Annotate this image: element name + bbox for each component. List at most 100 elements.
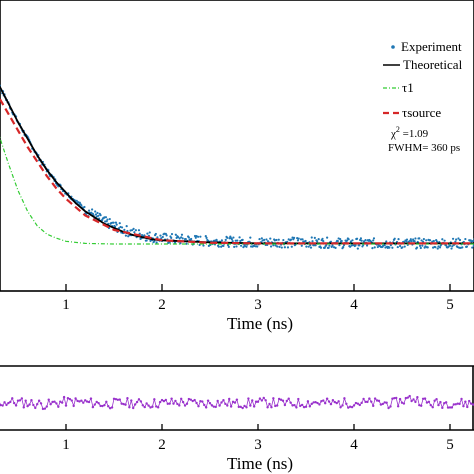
- residual-point: [203, 403, 206, 407]
- residual-point: [137, 398, 141, 401]
- experiment-point: [125, 225, 128, 228]
- experiment-point: [220, 239, 224, 242]
- residual-point: [76, 399, 79, 403]
- residual-point: [360, 401, 363, 405]
- residual-point: [93, 403, 97, 406]
- residual-point: [170, 397, 173, 400]
- residual-point: [43, 407, 47, 410]
- experiment-point: [170, 232, 174, 236]
- experiment-point: [114, 221, 118, 224]
- residual-point: [72, 404, 75, 408]
- residual-point: [420, 404, 423, 407]
- residual-point: [130, 399, 133, 402]
- residual-point: [229, 405, 233, 408]
- experiment-point: [277, 238, 280, 241]
- experiment-point: [354, 244, 357, 247]
- experiment-point: [471, 239, 474, 243]
- residual-point: [47, 398, 50, 401]
- residual-point: [281, 399, 285, 402]
- residual-point: [364, 400, 367, 404]
- residual-point: [331, 398, 335, 402]
- residual-point: [381, 402, 384, 406]
- residual-point: [443, 402, 446, 405]
- experiment-point: [127, 235, 130, 238]
- experiment-point: [83, 205, 86, 209]
- decay-plot-frame: [0, 0, 474, 292]
- experiment-point: [160, 237, 163, 240]
- residual-point: [16, 399, 20, 402]
- experiment-point: [87, 209, 91, 212]
- residual-point: [178, 404, 181, 407]
- residual-point: [437, 403, 440, 407]
- experiment-point: [435, 240, 439, 243]
- residual-point: [468, 399, 471, 403]
- residual-point: [84, 399, 87, 402]
- experiment-point: [334, 246, 337, 249]
- residual-point: [32, 403, 35, 407]
- residual-plot-x-tick-label: 3: [254, 437, 262, 453]
- residual-point: [214, 405, 217, 409]
- residual-point: [206, 399, 210, 402]
- residual-point: [187, 397, 191, 401]
- experiment-point: [372, 237, 376, 240]
- experiment-point: [438, 246, 442, 249]
- residual-point: [24, 399, 27, 402]
- experiment-point: [359, 237, 363, 240]
- experiment-point: [372, 239, 375, 242]
- chi-squared-annotation: χ2 =1.09: [390, 125, 429, 140]
- residual-point: [406, 396, 409, 399]
- experiment-point: [133, 231, 136, 234]
- experiment-point: [443, 239, 446, 242]
- experiment-point: [420, 239, 423, 242]
- residual-point: [103, 403, 106, 407]
- experiment-point: [310, 236, 313, 239]
- experiment-point: [263, 238, 266, 241]
- experiment-point: [422, 237, 425, 241]
- residual-point: [448, 406, 452, 409]
- experiment-point: [389, 244, 392, 247]
- residual-point: [226, 404, 229, 407]
- residual-point: [385, 401, 388, 404]
- residual-point: [158, 400, 162, 404]
- residual-point: [235, 398, 239, 401]
- experiment-point: [441, 238, 444, 241]
- experiment-point: [290, 245, 293, 248]
- residual-point: [224, 402, 227, 406]
- residual-point: [252, 405, 256, 408]
- experiment-point: [227, 245, 230, 248]
- experiment-point: [194, 236, 197, 239]
- experiment-point: [299, 238, 303, 241]
- residual-point: [372, 404, 375, 408]
- residual-point: [466, 405, 469, 409]
- residual-point: [418, 403, 421, 407]
- residual-point: [320, 400, 323, 403]
- experiment-point: [222, 244, 225, 247]
- experiment-point: [245, 245, 248, 248]
- experiment-point: [426, 246, 429, 249]
- residual-point: [274, 404, 277, 408]
- residual-point: [341, 404, 344, 407]
- residual-point: [210, 404, 214, 407]
- residual-point: [454, 403, 457, 406]
- experiment-point: [339, 238, 342, 241]
- experiment-point: [349, 240, 353, 243]
- experiment-point: [145, 239, 148, 242]
- experiment-point: [458, 238, 462, 242]
- decay-plot-x-ticks: 1 2 3 4 5: [62, 284, 454, 313]
- experiment-point: [345, 239, 349, 242]
- experiment-point: [161, 235, 164, 239]
- residual-point: [191, 399, 194, 403]
- experiment-point: [349, 245, 352, 248]
- residual-point: [68, 397, 72, 401]
- residual-point: [404, 396, 408, 400]
- residual-point: [108, 406, 112, 410]
- experiment-point: [178, 237, 181, 240]
- experiment-point: [385, 240, 388, 243]
- experiment-point: [137, 229, 141, 232]
- residual-point: [260, 399, 264, 402]
- residual-point: [74, 397, 77, 400]
- residual-point: [458, 402, 461, 406]
- residual-point: [145, 402, 148, 405]
- decay-plot-x-axis-label: Time (ns): [227, 314, 293, 333]
